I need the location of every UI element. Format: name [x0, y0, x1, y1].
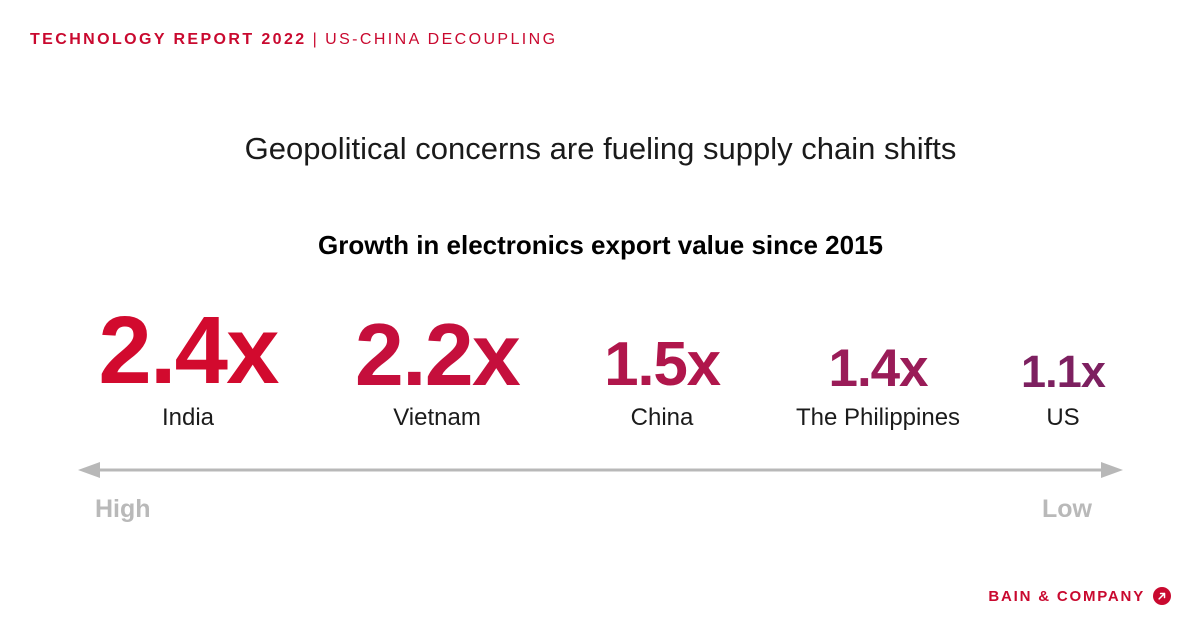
stat-india: 2.4x India [98, 297, 279, 431]
stat-value-us: 1.1x [1021, 346, 1106, 397]
brand-footer: BAIN & COMPANY [988, 587, 1171, 605]
axis-label-high: High [95, 495, 151, 523]
chart-title: Growth in electronics export value since… [318, 230, 883, 260]
stat-label-india: India [161, 404, 215, 431]
report-title: TECHNOLOGY REPORT 2022 [30, 31, 307, 48]
stat-label-us: US [1046, 404, 1080, 431]
report-header: TECHNOLOGY REPORT 2022 | US-CHINA DECOUPLI… [30, 31, 557, 49]
stat-label-china: China [630, 404, 694, 431]
double-arrow-icon [78, 462, 1123, 478]
stat-value-vietnam: 2.2x [354, 304, 521, 404]
stat-vietnam: 2.2x Vietnam [354, 304, 521, 431]
bain-arrow-icon [1153, 587, 1171, 605]
axis-arrow [78, 458, 1123, 482]
stat-label-philippines: The Philippines [795, 404, 961, 431]
report-section: US-CHINA DECOUPLING [325, 31, 558, 48]
brand-wordmark: BAIN & COMPANY [988, 587, 1145, 605]
stat-value-philippines: 1.4x [828, 338, 929, 398]
header-separator: | [312, 31, 320, 48]
stat-value-china: 1.5x [604, 330, 721, 400]
stat-china: 1.5x China [604, 330, 721, 431]
stat-label-vietnam: Vietnam [393, 404, 481, 431]
axis-label-low: Low [1042, 495, 1092, 523]
stat-us: 1.1x US [1021, 346, 1106, 431]
stat-value-india: 2.4x [98, 297, 279, 405]
slide-title: Geopolitical concerns are fueling supply… [244, 131, 957, 166]
stat-philippines: 1.4x The Philippines [795, 338, 961, 431]
